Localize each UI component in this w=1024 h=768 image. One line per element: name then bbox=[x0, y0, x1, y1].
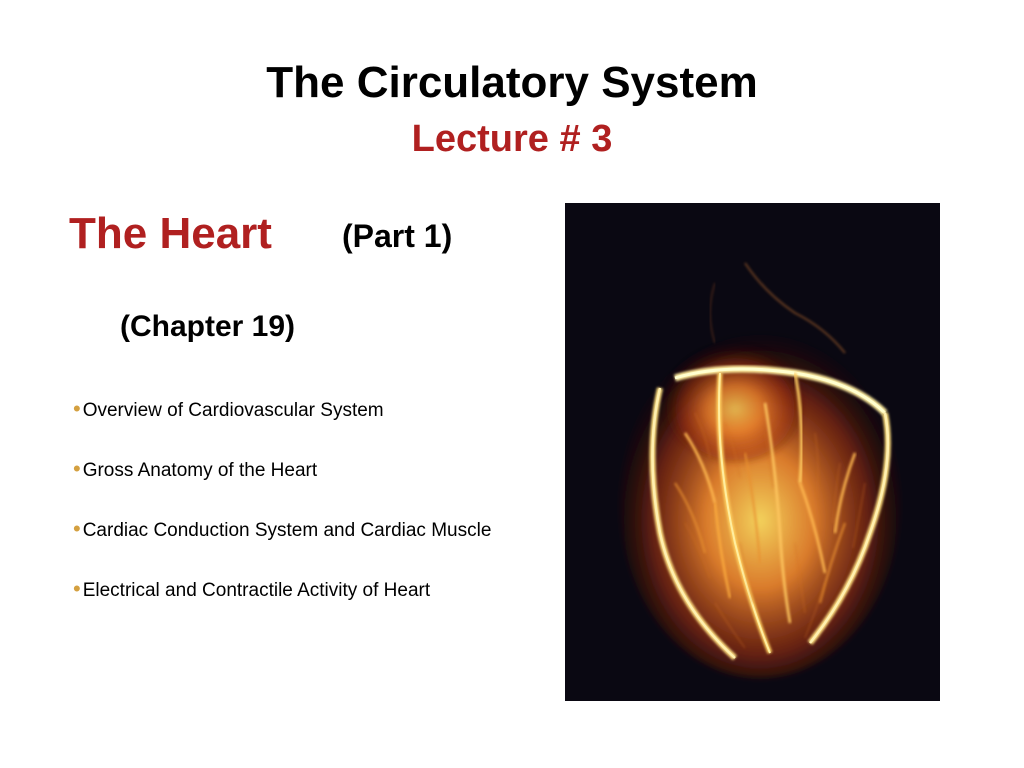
section-title: The Heart bbox=[69, 209, 272, 259]
part-label: (Part 1) bbox=[342, 218, 452, 255]
lecture-number: Lecture # 3 bbox=[0, 118, 1024, 161]
topic-text: Gross Anatomy of the Heart bbox=[83, 460, 317, 482]
bullet-icon: • bbox=[73, 458, 81, 480]
bullet-icon: • bbox=[73, 398, 81, 420]
topic-item: • Gross Anatomy of the Heart bbox=[73, 458, 491, 482]
topics-list: • Overview of Cardiovascular System • Gr… bbox=[73, 398, 491, 638]
topic-text: Cardiac Conduction System and Cardiac Mu… bbox=[83, 520, 492, 542]
bullet-icon: • bbox=[73, 518, 81, 540]
topic-text: Overview of Cardiovascular System bbox=[83, 400, 384, 422]
topic-text: Electrical and Contractile Activity of H… bbox=[83, 580, 430, 602]
topic-item: • Cardiac Conduction System and Cardiac … bbox=[73, 518, 491, 542]
heart-angiogram-image bbox=[565, 203, 940, 701]
topic-item: • Overview of Cardiovascular System bbox=[73, 398, 491, 422]
chapter-label: (Chapter 19) bbox=[120, 310, 295, 344]
bullet-icon: • bbox=[73, 578, 81, 600]
topic-item: • Electrical and Contractile Activity of… bbox=[73, 578, 491, 602]
main-title: The Circulatory System bbox=[0, 58, 1024, 108]
heart-svg bbox=[565, 203, 940, 701]
